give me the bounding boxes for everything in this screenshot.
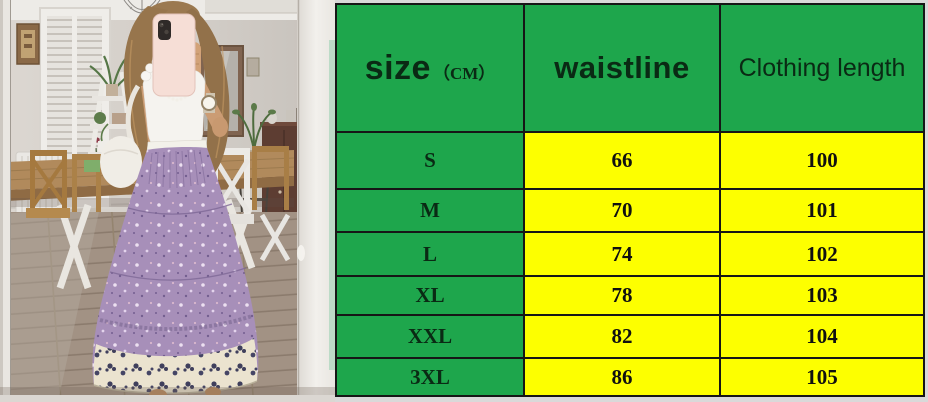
header-clothing-length: Clothing length (721, 5, 923, 131)
foot-right (205, 387, 221, 397)
wall-art-frame (16, 23, 40, 65)
waistline-cell-l: 74 (525, 233, 719, 275)
waistline-cell-xl: 78 (525, 277, 719, 314)
length-cell-l: 102 (721, 233, 923, 275)
length-cell-s: 100 (721, 133, 923, 188)
length-cell-m: 101 (721, 190, 923, 231)
header-size-unit: （CM） (432, 63, 496, 83)
white-bag (100, 84, 142, 188)
right-door-frame (297, 0, 335, 402)
model-photo (0, 0, 335, 402)
size-cell-s: S (337, 133, 523, 188)
model (92, 1, 259, 401)
header-size-label: size (364, 48, 431, 87)
length-cell-xl: 103 (721, 277, 923, 314)
size-cell-m: M (337, 190, 523, 231)
waistline-cell-xxl: 82 (525, 316, 719, 357)
green-book-on-chair (84, 160, 100, 172)
size-chart-table: size （CM） waistline Clothing length S 66… (335, 3, 925, 397)
size-cell-xl: XL (337, 277, 523, 314)
wrist-watch (201, 93, 217, 113)
size-chart: size （CM） waistline Clothing length S 66… (335, 0, 928, 402)
header-size: size （CM） (337, 5, 523, 131)
hem-band (93, 338, 258, 394)
length-cell-3xl: 105 (721, 359, 923, 395)
waistline-cell-3xl: 86 (525, 359, 719, 395)
phone (152, 13, 196, 97)
waistline-cell-s: 66 (525, 133, 719, 188)
maxi-skirt (92, 139, 259, 394)
header-waistline: waistline (525, 5, 719, 131)
size-cell-l: L (337, 233, 523, 275)
photo-bottom-edge (0, 387, 335, 402)
left-door-frame (0, 0, 11, 402)
door-knob (297, 245, 305, 261)
waistline-cell-m: 70 (525, 190, 719, 231)
small-wall-frame (246, 57, 260, 77)
chairs-left (26, 150, 101, 218)
size-cell-3xl: 3XL (337, 359, 523, 395)
length-cell-xxl: 104 (721, 316, 923, 357)
size-cell-xxl: XXL (337, 316, 523, 357)
